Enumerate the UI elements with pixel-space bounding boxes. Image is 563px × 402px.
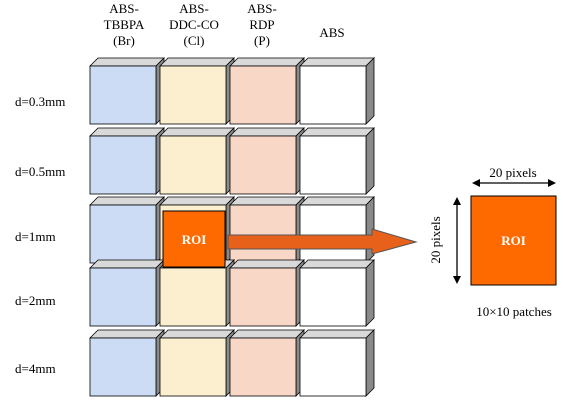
block-front-face: [159, 337, 227, 397]
block-4-3: [299, 329, 375, 397]
block-top-face: [89, 259, 165, 269]
block-0-0: [89, 57, 165, 125]
height-arrowhead-bottom: [453, 276, 461, 284]
column-header-line: (P): [254, 33, 270, 48]
block-top-face: [89, 127, 165, 137]
width-arrowhead-left: [472, 179, 480, 187]
roi-zoom-square: [470, 195, 557, 286]
block-front-face: [89, 135, 157, 195]
block-1-2: [229, 127, 305, 195]
block-front-face: [299, 337, 367, 397]
block-side-face: [365, 57, 375, 125]
block-front-face: [299, 267, 367, 327]
block-0-3: [299, 57, 375, 125]
row-label: d=4mm: [15, 361, 56, 376]
block-top-face: [299, 196, 375, 206]
block-top-face: [229, 259, 305, 269]
block-0-2: [229, 57, 305, 125]
block-4-0: [89, 329, 165, 397]
block-4-2: [229, 329, 305, 397]
block-4-1: [159, 329, 235, 397]
block-side-face: [365, 127, 375, 195]
block-2-0: [89, 196, 165, 264]
block-front-face: [89, 65, 157, 125]
row-label: d=0.3mm: [15, 94, 65, 109]
column-header-line: (Cl): [184, 33, 205, 48]
block-top-face: [299, 57, 375, 67]
width-arrowhead-right: [548, 179, 556, 187]
roi-block: ROI: [162, 210, 226, 268]
block-front-face: [229, 204, 297, 264]
column-header-line: DDC-CO: [169, 17, 219, 32]
block-front-face: [299, 204, 367, 264]
patches-caption: 10×10 patches: [476, 304, 552, 319]
block-top-face: [299, 329, 375, 339]
column-header-line: TBBPA: [104, 17, 145, 32]
block-front-face: [229, 65, 297, 125]
block-top-face: [89, 196, 165, 206]
block-top-face: [159, 329, 235, 339]
column-header-line: ABS-: [109, 1, 139, 16]
block-front-face: [159, 65, 227, 125]
block-top-face: [299, 259, 375, 269]
block-1-0: [89, 127, 165, 195]
block-3-2: [229, 259, 305, 327]
block-0-1: [159, 57, 235, 125]
block-front-face: [89, 267, 157, 327]
block-top-face: [159, 57, 235, 67]
block-3-1: [159, 259, 235, 327]
block-3-0: [89, 259, 165, 327]
height-label: 20 pixels: [428, 216, 443, 263]
zoom-arrow: [227, 228, 418, 255]
block-front-face: [229, 267, 297, 327]
block-front-face: [89, 204, 157, 264]
block-top-face: [229, 57, 305, 67]
block-front-face: [229, 337, 297, 397]
block-top-face: [159, 127, 235, 137]
block-3-3: [299, 259, 375, 327]
row-labels: d=0.3mm d=0.5mm d=1mm d=2mm d=4mm: [15, 94, 65, 376]
column-header-line: ABS-: [247, 1, 277, 16]
block-front-face: [159, 135, 227, 195]
arrow-shape: [227, 228, 418, 255]
block-top-face: [229, 329, 305, 339]
row-label: d=2mm: [15, 293, 56, 308]
block-1-3: [299, 127, 375, 195]
block-front-face: [89, 337, 157, 397]
block-front-face: [299, 135, 367, 195]
block-top-face: [89, 329, 165, 339]
roi-zoom-label: ROI: [501, 233, 526, 248]
row-label: d=0.5mm: [15, 164, 65, 179]
block-front-face: [229, 135, 297, 195]
block-top-face: [229, 196, 305, 206]
block-grid: [89, 57, 375, 397]
block-1-1: [159, 127, 235, 195]
block-2-2: [229, 196, 305, 264]
column-header-line: (Br): [113, 33, 135, 48]
row-label: d=1mm: [15, 229, 56, 244]
column-header-line: ABS: [319, 25, 344, 40]
block-front-face: [299, 65, 367, 125]
roi-square: [162, 210, 226, 268]
block-top-face: [299, 127, 375, 137]
block-top-face: [89, 57, 165, 67]
column-headers: ABS-TBBPA(Br)ABS-DDC-CO(Cl)ABS-RDP(P)ABS: [104, 1, 345, 48]
height-arrowhead-top: [453, 197, 461, 205]
block-2-3: [299, 196, 375, 264]
block-front-face: [159, 267, 227, 327]
block-top-face: [229, 127, 305, 137]
roi-zoom: ROI 20 pixels 20 pixels 10×10 patches: [428, 165, 557, 319]
column-header-line: ABS-: [179, 1, 209, 16]
block-top-face: [159, 196, 235, 206]
block-side-face: [365, 329, 375, 397]
column-header-line: RDP: [249, 17, 274, 32]
block-side-face: [365, 259, 375, 327]
width-label: 20 pixels: [489, 165, 536, 180]
roi-label: ROI: [182, 232, 207, 247]
